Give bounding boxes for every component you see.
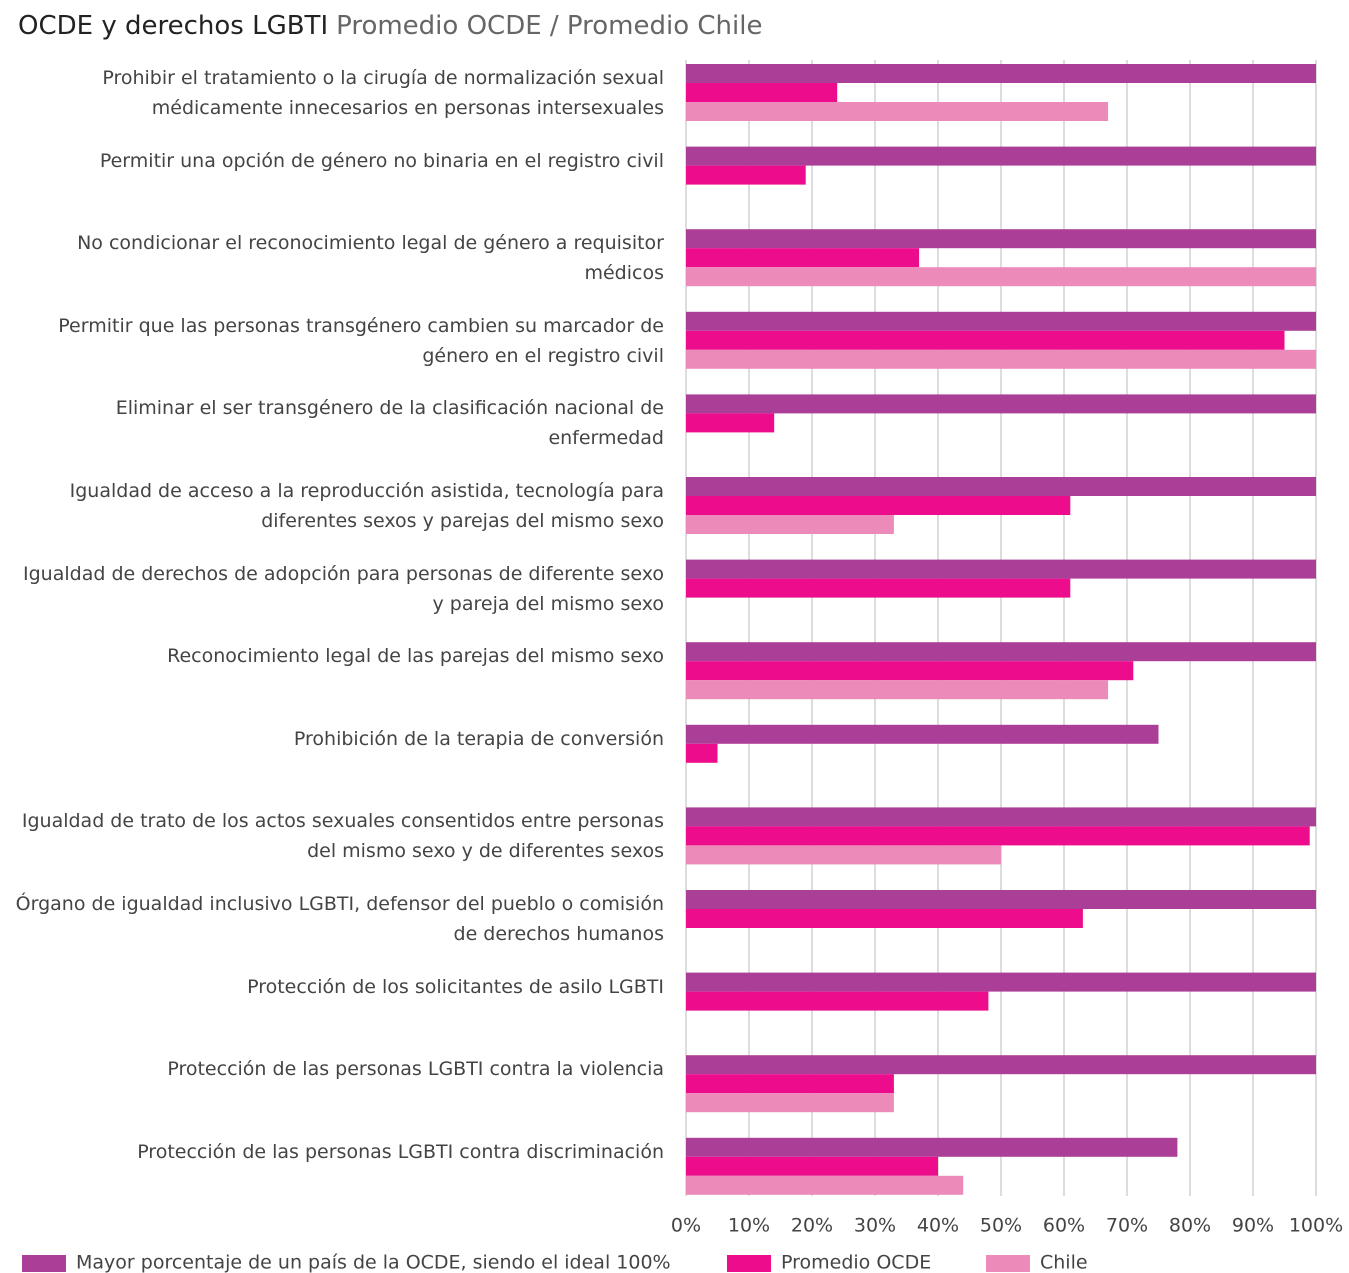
legend-swatch	[986, 1255, 1030, 1272]
bar	[686, 248, 920, 268]
x-tick-label: 60%	[1043, 1215, 1085, 1237]
bar	[686, 64, 1316, 83]
x-tick-label: 0%	[671, 1215, 701, 1237]
category-label: Eliminar el ser transgénero de la clasif…	[115, 397, 664, 450]
x-tick-label: 80%	[1169, 1215, 1211, 1237]
bar	[686, 413, 775, 433]
x-tick-label: 100%	[1289, 1215, 1343, 1237]
category-label: Protección de las personas LGBTI contra …	[167, 1058, 664, 1081]
bar	[686, 146, 1316, 166]
bar	[686, 578, 1071, 598]
bar	[686, 826, 1310, 846]
category-label: Protección de los solicitantes de asilo …	[247, 975, 664, 998]
category-label: No condicionar el reconocimiento legal d…	[77, 232, 664, 285]
x-tick-label: 30%	[854, 1215, 896, 1237]
bar	[686, 267, 1316, 287]
bar	[686, 394, 1316, 414]
bar	[686, 83, 838, 102]
x-tick-label: 50%	[980, 1215, 1022, 1237]
title: OCDE y derechos LGBTI	[18, 11, 328, 41]
bar	[686, 807, 1316, 827]
bar	[686, 724, 1159, 744]
category-label: Prohibir el tratamiento o la cirugía de …	[102, 67, 664, 119]
bar	[686, 890, 1316, 909]
legend-label: Chile	[1040, 1252, 1088, 1273]
bar	[686, 349, 1316, 369]
legend-swatch	[727, 1255, 771, 1272]
category-label: Igualdad de derechos de adopción para pe…	[23, 562, 664, 615]
x-tick-label: 10%	[728, 1215, 770, 1237]
category-label: Protección de las personas LGBTI contra …	[137, 1140, 664, 1163]
bar	[686, 311, 1316, 331]
category-label: Prohibición de la terapia de conversión	[293, 727, 664, 750]
legend-label: Promedio OCDE	[781, 1252, 931, 1273]
category-label: Reconocimiento legal de las parejas del …	[167, 645, 664, 668]
bar	[686, 477, 1316, 496]
category-label: Órgano de igualdad inclusivo LGBTI, defe…	[15, 893, 664, 945]
bar	[686, 845, 1001, 865]
bar	[686, 743, 718, 763]
bar	[686, 991, 989, 1011]
bar	[686, 102, 1109, 121]
x-tick-label: 40%	[917, 1215, 959, 1237]
bar	[686, 515, 894, 534]
bar	[686, 972, 1316, 992]
legend-label: Mayor porcentaje de un país de la OCDE, …	[76, 1252, 671, 1273]
bar	[686, 229, 1316, 249]
bar	[686, 1175, 964, 1195]
bar	[686, 642, 1316, 662]
bar	[686, 330, 1285, 350]
bar	[686, 1137, 1178, 1157]
category-label: Igualdad de trato de los actos sexuales …	[21, 810, 664, 863]
bar	[686, 1093, 894, 1113]
bar	[686, 1156, 938, 1176]
bar	[686, 680, 1109, 700]
x-tick-label: 70%	[1106, 1215, 1148, 1237]
legend-swatch	[22, 1255, 66, 1272]
bar	[686, 496, 1071, 515]
bar	[686, 661, 1134, 681]
category-label: Permitir una opción de género no binaria…	[99, 149, 664, 172]
chart-title: OCDE y derechos LGBTI Promedio OCDE / Pro…	[18, 11, 762, 41]
bar	[686, 165, 806, 185]
bar	[686, 909, 1083, 928]
category-label: Permitir que las personas transgénero ca…	[58, 314, 664, 367]
category-label: Igualdad de acceso a la reproducción asi…	[69, 480, 664, 532]
x-tick-label: 20%	[791, 1215, 833, 1237]
bar	[686, 1055, 1316, 1075]
bar	[686, 1074, 894, 1094]
subtitle: Promedio OCDE / Promedio Chile	[336, 11, 762, 41]
bar	[686, 559, 1316, 579]
x-tick-label: 90%	[1232, 1215, 1274, 1237]
